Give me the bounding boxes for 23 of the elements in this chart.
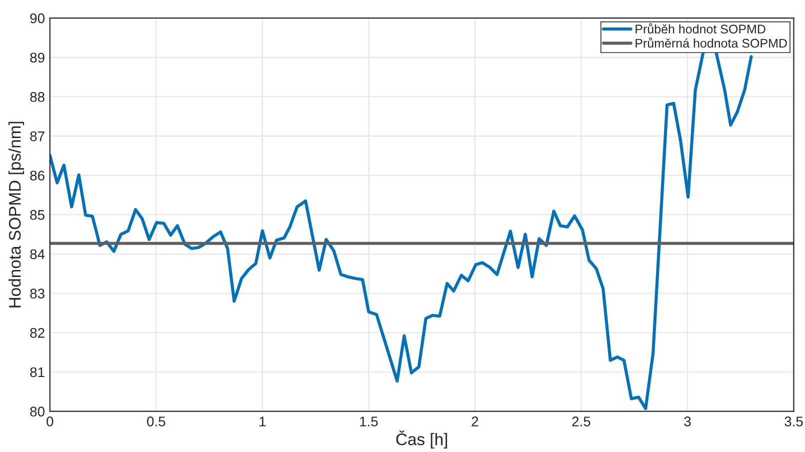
- y-tick-label: 90: [30, 13, 45, 24]
- y-axis-title: Hodnota SOPMD [ps/nm]: [8, 122, 24, 308]
- y-tick-label: 89: [30, 52, 44, 63]
- x-tick-label: 3.5: [784, 416, 803, 426]
- y-tick-label: 84: [30, 249, 45, 260]
- y-tick-label: 88: [30, 92, 44, 102]
- y-tick-label: 83: [30, 288, 44, 299]
- y-tick-label: 86: [30, 170, 44, 181]
- y-tick-label: 81: [30, 367, 44, 378]
- y-tick-label: 82: [30, 328, 44, 338]
- x-tick-label: 0.5: [147, 416, 166, 426]
- y-tick-label: 85: [30, 210, 44, 220]
- x-tick-label: 0: [46, 416, 54, 426]
- y-tick-label: 80: [30, 406, 45, 416]
- x-tick-label: 1: [260, 416, 266, 426]
- y-tick-label: 87: [30, 131, 44, 142]
- x-axis-title: Čas [h]: [396, 430, 448, 449]
- legend-label: Průměrná hodnota SOPMD: [636, 37, 787, 48]
- x-tick-label: 1.5: [360, 416, 378, 426]
- x-tick-label: 3: [684, 416, 691, 426]
- legend-label: Průběh hodnot SOPMD: [636, 23, 766, 34]
- x-tick-label: 2.5: [572, 416, 590, 426]
- x-tick-label: 2: [472, 416, 478, 426]
